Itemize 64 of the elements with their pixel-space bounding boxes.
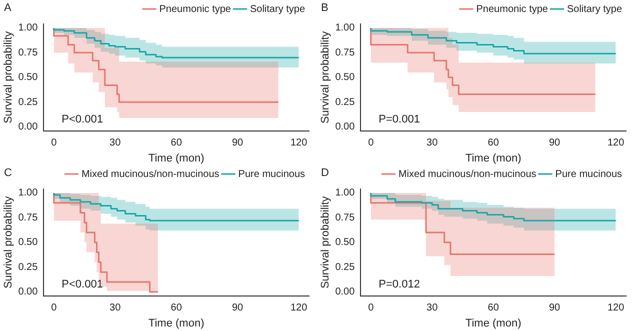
x-tick-label: 0 [368, 302, 374, 314]
y-tick-label: 0.00 [18, 122, 38, 133]
y-tick-label: 0.00 [335, 286, 356, 298]
y-tick-label: 0.50 [335, 237, 356, 248]
y-axis-title: Survival probability [320, 196, 332, 289]
x-axis-title: Time (mon) [465, 152, 522, 164]
y-tick-label: 1.00 [18, 188, 38, 199]
y-tick-label: 1.00 [335, 188, 356, 199]
chart-title: A [4, 2, 12, 14]
x-tick-label: 120 [607, 138, 625, 149]
y-tick-label: 0.25 [335, 262, 356, 273]
x-tick-label: 60 [488, 302, 500, 314]
y-axis-title: Survival probability [2, 196, 15, 289]
chart-title: B [321, 2, 328, 14]
legend-label: Solitary type [566, 4, 622, 15]
x-tick-label: 0 [51, 138, 58, 149]
y-axis-title: Survival probability [2, 30, 15, 124]
annotation: P<0.001 [62, 278, 103, 290]
x-tick-label: 90 [549, 302, 561, 314]
legend-label: Pneumonic type [476, 4, 548, 15]
x-tick-label: 120 [607, 302, 625, 314]
y-tick-label: 1.00 [18, 22, 38, 34]
chart-title: C [4, 167, 12, 179]
x-tick-label: 90 [232, 138, 244, 149]
annotation: P=0.012 [378, 278, 420, 290]
x-tick-label: 30 [426, 138, 438, 149]
legend-label: Solitary type [250, 4, 306, 15]
y-tick-label: 0.75 [335, 47, 356, 58]
x-axis-title: Time (mon) [148, 152, 204, 164]
y-tick-label: 1.00 [335, 22, 356, 34]
chart-title: D [321, 167, 329, 179]
x-tick-label: 90 [549, 138, 561, 149]
y-tick-label: 0.25 [18, 96, 38, 108]
annotation: P<0.001 [62, 113, 103, 126]
legend-label: Pneumonic type [159, 4, 232, 15]
x-tick-label: 120 [290, 138, 308, 149]
y-tick-label: 0.50 [335, 72, 356, 84]
x-tick-label: 30 [110, 302, 122, 314]
x-tick-label: 90 [232, 302, 244, 314]
x-tick-label: 60 [488, 138, 500, 149]
x-axis-title: Time (mon) [148, 317, 204, 330]
x-tick-label: 0 [368, 138, 374, 149]
x-tick-label: 60 [170, 138, 182, 149]
legend-label: Mixed mucinous/non-mucinous [81, 168, 220, 180]
y-tick-label: 0.75 [335, 212, 356, 224]
x-axis-title: Time (mon) [465, 317, 522, 330]
y-tick-label: 0.00 [335, 122, 356, 133]
y-tick-label: 0.25 [18, 262, 38, 273]
x-tick-label: 60 [170, 302, 182, 314]
legend-label: Pure mucinous [238, 168, 306, 180]
y-tick-label: 0.50 [18, 72, 38, 84]
x-tick-label: 30 [110, 138, 122, 149]
x-tick-label: 30 [426, 302, 438, 314]
legend-label: Pure mucinous [555, 168, 622, 180]
y-tick-label: 0.50 [18, 237, 38, 248]
y-tick-label: 0.00 [18, 286, 38, 298]
y-axis-title: Survival probability [320, 30, 332, 124]
legend-label: Mixed mucinous/non-mucinous [398, 168, 536, 180]
annotation: P=0.001 [378, 113, 420, 126]
y-tick-label: 0.75 [18, 212, 38, 224]
y-tick-label: 0.25 [335, 96, 356, 108]
x-tick-label: 0 [51, 302, 58, 314]
x-tick-label: 120 [290, 302, 308, 314]
y-tick-label: 0.75 [18, 47, 38, 58]
